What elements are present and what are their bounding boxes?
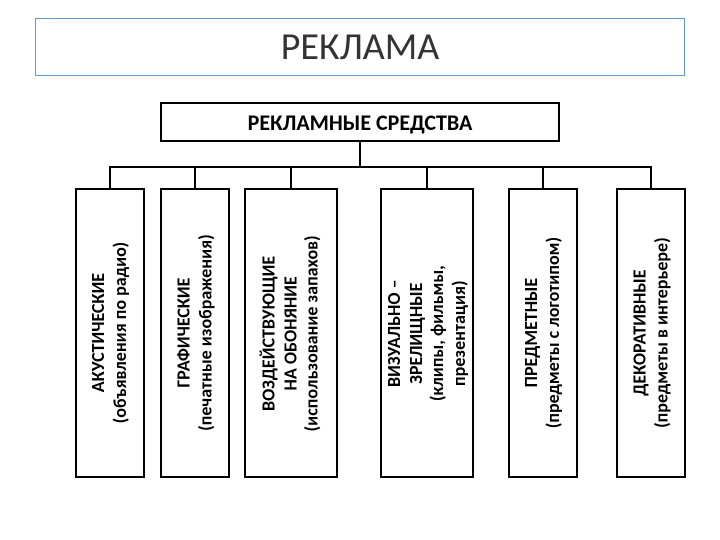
title-text: РЕКЛАМА xyxy=(281,24,440,70)
category-label-object: ПРЕДМЕТНЫЕ(предметы с логотипом) xyxy=(521,237,564,428)
category-label-decorative: ДЕКОРАТИВНЫЕ(предметы в интерьере) xyxy=(629,238,672,429)
subtitle-text: РЕКЛАМНЫЕ СРЕДСТВА xyxy=(248,109,473,136)
category-box-olfactory: ВОЗДЕЙСТВУЮЩИЕНА ОБОНЯНИЕ(использование … xyxy=(244,188,338,478)
category-label-visual: ВИЗУАЛЬНО –ЗРЕЛИЩНЫЕ(клипы, фильмы,презе… xyxy=(384,265,470,401)
connector-drop-olfactory xyxy=(290,166,292,188)
connector-drop-visual xyxy=(426,166,428,188)
category-box-graphic: ГРАФИЧЕСКИЕ(печатные изображения) xyxy=(160,188,230,478)
category-box-acoustic: АКУСТИЧЕСКИЕ(объявления по радио) xyxy=(75,188,145,478)
category-box-object: ПРЕДМЕТНЫЕ(предметы с логотипом) xyxy=(508,188,578,478)
connector-drop-acoustic xyxy=(109,166,111,188)
category-label-olfactory: ВОЗДЕЙСТВУЮЩИЕНА ОБОНЯНИЕ(использование … xyxy=(259,235,324,431)
category-box-decorative: ДЕКОРАТИВНЫЕ(предметы в интерьере) xyxy=(616,188,686,478)
connector-drop-object xyxy=(542,166,544,188)
connector-drop-decorative xyxy=(650,166,652,188)
category-label-acoustic: АКУСТИЧЕСКИЕ(объявления по радио) xyxy=(88,242,131,423)
category-box-visual: ВИЗУАЛЬНО –ЗРЕЛИЩНЫЕ(клипы, фильмы,презе… xyxy=(380,188,474,478)
connector-horizontal xyxy=(110,166,652,168)
title-box: РЕКЛАМА xyxy=(35,18,685,76)
category-label-graphic: ГРАФИЧЕСКИЕ(печатные изображения) xyxy=(173,235,216,432)
connector-main-vertical xyxy=(359,142,361,166)
connector-drop-graphic xyxy=(194,166,196,188)
subtitle-box: РЕКЛАМНЫЕ СРЕДСТВА xyxy=(160,102,560,142)
